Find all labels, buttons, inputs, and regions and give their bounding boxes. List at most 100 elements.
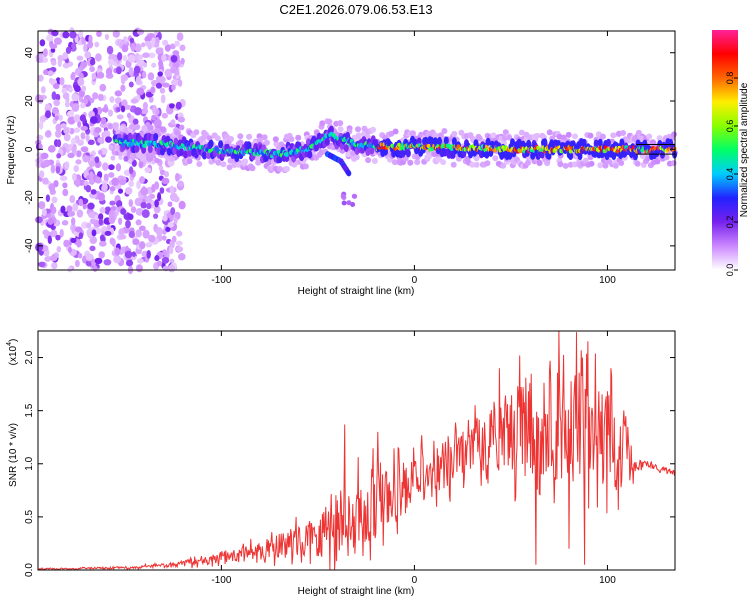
heatmap-cell [416, 137, 422, 146]
heatmap-cell [94, 126, 102, 134]
heatmap-cell [179, 44, 186, 52]
heatmap-cell [43, 69, 49, 75]
heatmap-cell [72, 202, 79, 212]
heatmap-cell [138, 225, 146, 232]
heatmap-cell [54, 115, 59, 121]
heatmap-cell [153, 133, 159, 141]
heatmap-cell [176, 230, 183, 237]
heatmap-cell [175, 246, 184, 253]
heatmap-cell [110, 155, 116, 161]
snr-y-label: SNR (10 * v/v) [8, 423, 19, 487]
heatmap-cell [94, 214, 99, 221]
heatmap-cell [53, 99, 61, 107]
heatmap-cell [266, 159, 273, 166]
heatmap-cell [75, 159, 82, 165]
figure-title: C2E1.2026.079.06.53.E13 [279, 2, 432, 17]
heatmap-cell [397, 142, 401, 148]
snr-multiplier: (x104) [6, 339, 19, 366]
heatmap-cell [157, 192, 162, 202]
heatmap-cell [656, 135, 663, 142]
heatmap-cell [488, 148, 494, 157]
heatmap-cell [161, 235, 167, 241]
heatmap-cell [46, 255, 51, 263]
heatmap-cell [56, 246, 62, 253]
heatmap-cell [133, 107, 142, 116]
heatmap-cell [146, 202, 152, 210]
heatmap-cell [178, 148, 184, 157]
x-tick-label: -100 [211, 575, 231, 586]
heatmap-cell [660, 150, 665, 159]
heatmap-cell [202, 132, 209, 138]
heatmap-cell [165, 226, 171, 232]
heatmap-cell [175, 101, 182, 110]
heatmap-cell [89, 245, 96, 252]
heatmap-cell [346, 200, 352, 206]
heatmap-cell [177, 252, 186, 261]
heatmap-cell [147, 72, 155, 81]
heatmap-cell [98, 251, 105, 259]
heatmap-cell [118, 154, 123, 160]
heatmap-cell [137, 54, 144, 60]
heatmap-cell [78, 232, 84, 240]
heatmap-cell [60, 205, 66, 214]
heatmap-cell [150, 86, 156, 94]
heatmap-cell [120, 84, 126, 92]
heatmap-cell [92, 92, 99, 100]
heatmap-cell [50, 164, 56, 174]
heatmap-cell [120, 208, 127, 215]
heatmap-cell [98, 213, 104, 221]
heatmap-cell [53, 37, 62, 45]
heatmap-cell [654, 158, 661, 165]
heatmap-cell [58, 114, 63, 122]
heatmap-cell [220, 161, 227, 168]
heatmap-cell [98, 149, 103, 155]
heatmap-cell [510, 138, 515, 147]
heatmap-cell [50, 229, 58, 238]
heatmap-cell [246, 133, 253, 140]
heatmap-cell [51, 91, 57, 100]
spectrogram-y-axis: -40 -20 0 20 40 [24, 47, 675, 253]
heatmap-cell [95, 53, 102, 62]
heatmap-cell [129, 37, 135, 44]
heatmap-cell [557, 161, 564, 168]
heatmap-cell [142, 71, 147, 79]
heatmap-cell [142, 101, 148, 110]
heatmap-cell [66, 110, 75, 118]
heatmap-cell [328, 125, 334, 134]
heatmap-cell [147, 145, 153, 153]
heatmap-cell [76, 55, 84, 61]
heatmap-cell [118, 178, 127, 186]
heatmap-cell [602, 148, 607, 154]
y-tick-label: 0.5 [24, 510, 35, 524]
heatmap-cell [77, 139, 84, 146]
heatmap-cell [170, 54, 178, 63]
heatmap-cell [71, 42, 77, 50]
heatmap-cell [145, 91, 154, 98]
heatmap-cell [99, 83, 107, 92]
heatmap-cell [89, 116, 98, 124]
heatmap-cell [473, 161, 480, 168]
heatmap-cell [159, 87, 166, 94]
heatmap-cell [133, 65, 141, 74]
heatmap-cell [77, 77, 85, 86]
heatmap-cell [518, 148, 523, 154]
heatmap-cell [288, 136, 295, 143]
heatmap-cell [117, 188, 124, 194]
spectrogram-y-label: Frequency (Hz) [6, 116, 17, 185]
heatmap-cell [88, 160, 95, 168]
heatmap-cell [77, 252, 83, 259]
heatmap-cell [78, 198, 84, 207]
heatmap-cell [128, 230, 136, 239]
heatmap-cell [74, 226, 83, 233]
heatmap-cell [186, 158, 193, 165]
heatmap-cell [74, 259, 80, 268]
heatmap-cell [409, 130, 416, 137]
heatmap-cell [129, 138, 134, 143]
heatmap-cell [121, 75, 126, 85]
heatmap-cell [196, 161, 203, 167]
heatmap-cell [162, 39, 169, 46]
heatmap-cell [161, 256, 170, 264]
heatmap-cell [451, 137, 457, 146]
heatmap-cell [95, 176, 102, 184]
